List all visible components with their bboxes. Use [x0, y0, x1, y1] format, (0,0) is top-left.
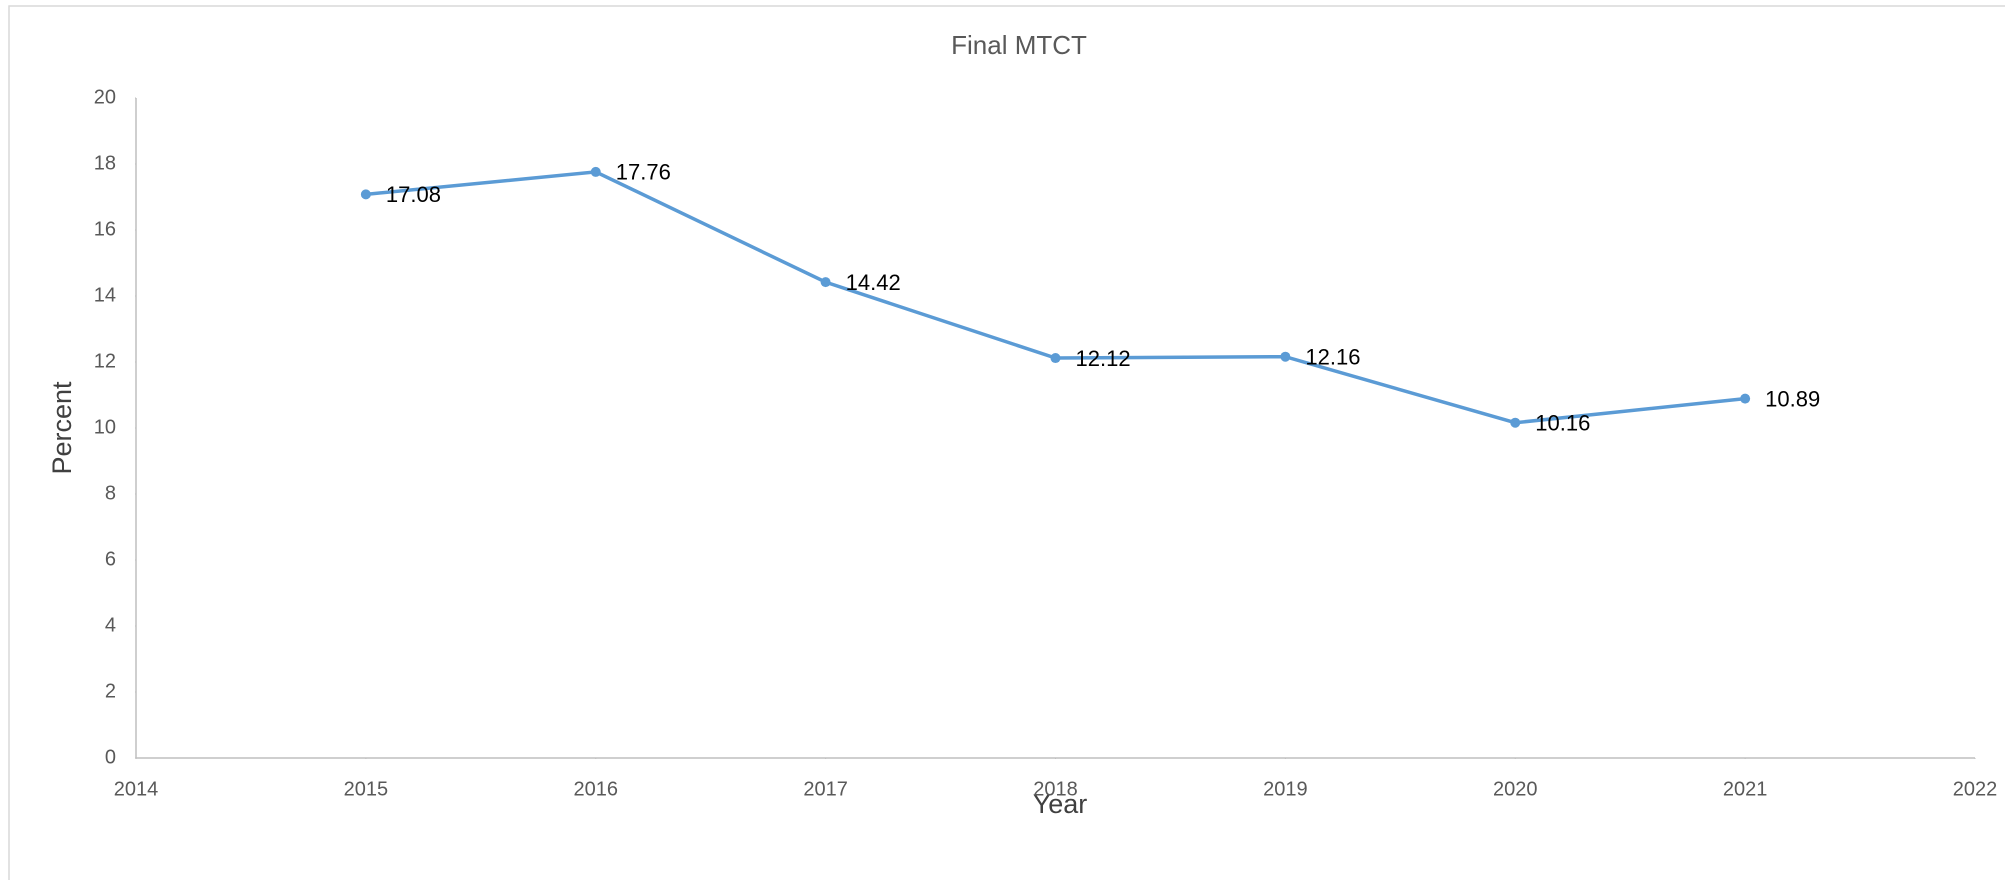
x-tick-label: 2014 [114, 778, 159, 800]
data-label: 14.42 [846, 270, 901, 295]
y-tick-label: 0 [105, 746, 116, 768]
y-tick-label: 16 [94, 218, 116, 240]
x-tick-label: 2016 [574, 778, 619, 800]
point [1280, 351, 1291, 362]
y-tick-label: 4 [105, 614, 116, 636]
x-tick-label: 2022 [1953, 778, 1998, 800]
y-tick-label: 18 [94, 152, 116, 174]
y-tick-label: 14 [94, 284, 116, 306]
x-axis-label: Year [1033, 789, 1088, 819]
point [1510, 417, 1521, 428]
y-tick-label: 10 [94, 416, 116, 438]
x-tick-label: 2015 [344, 778, 389, 800]
data-label: 10.89 [1765, 386, 1820, 411]
x-tick-label: 2020 [1493, 778, 1538, 800]
y-tick-label: 20 [94, 86, 116, 108]
point [820, 277, 831, 288]
data-label: 12.12 [1076, 346, 1131, 371]
y-axis-label: Percent [47, 381, 77, 475]
chart-title: Final MTCT [951, 30, 1087, 60]
data-label: 12.16 [1305, 345, 1360, 370]
point [1740, 393, 1751, 404]
line [365, 170, 1746, 425]
data-label: 17.08 [386, 182, 441, 207]
x-tick-label: 2019 [1263, 778, 1308, 800]
y-tick-label: 12 [94, 350, 116, 372]
point [1050, 353, 1061, 364]
x-tick-label: 2018 [1033, 778, 1078, 800]
data-label: 17.76 [616, 160, 671, 185]
chart-border [8, 5, 2005, 880]
y-tick-label: 2 [105, 680, 116, 702]
data-label: 10.16 [1535, 411, 1590, 436]
point [360, 189, 371, 200]
y-tick-label: 8 [105, 482, 116, 504]
x-tick-label: 2021 [1723, 778, 1768, 800]
point [590, 166, 601, 177]
y-tick-label: 6 [105, 548, 116, 570]
x-tick-label: 2017 [803, 778, 848, 800]
